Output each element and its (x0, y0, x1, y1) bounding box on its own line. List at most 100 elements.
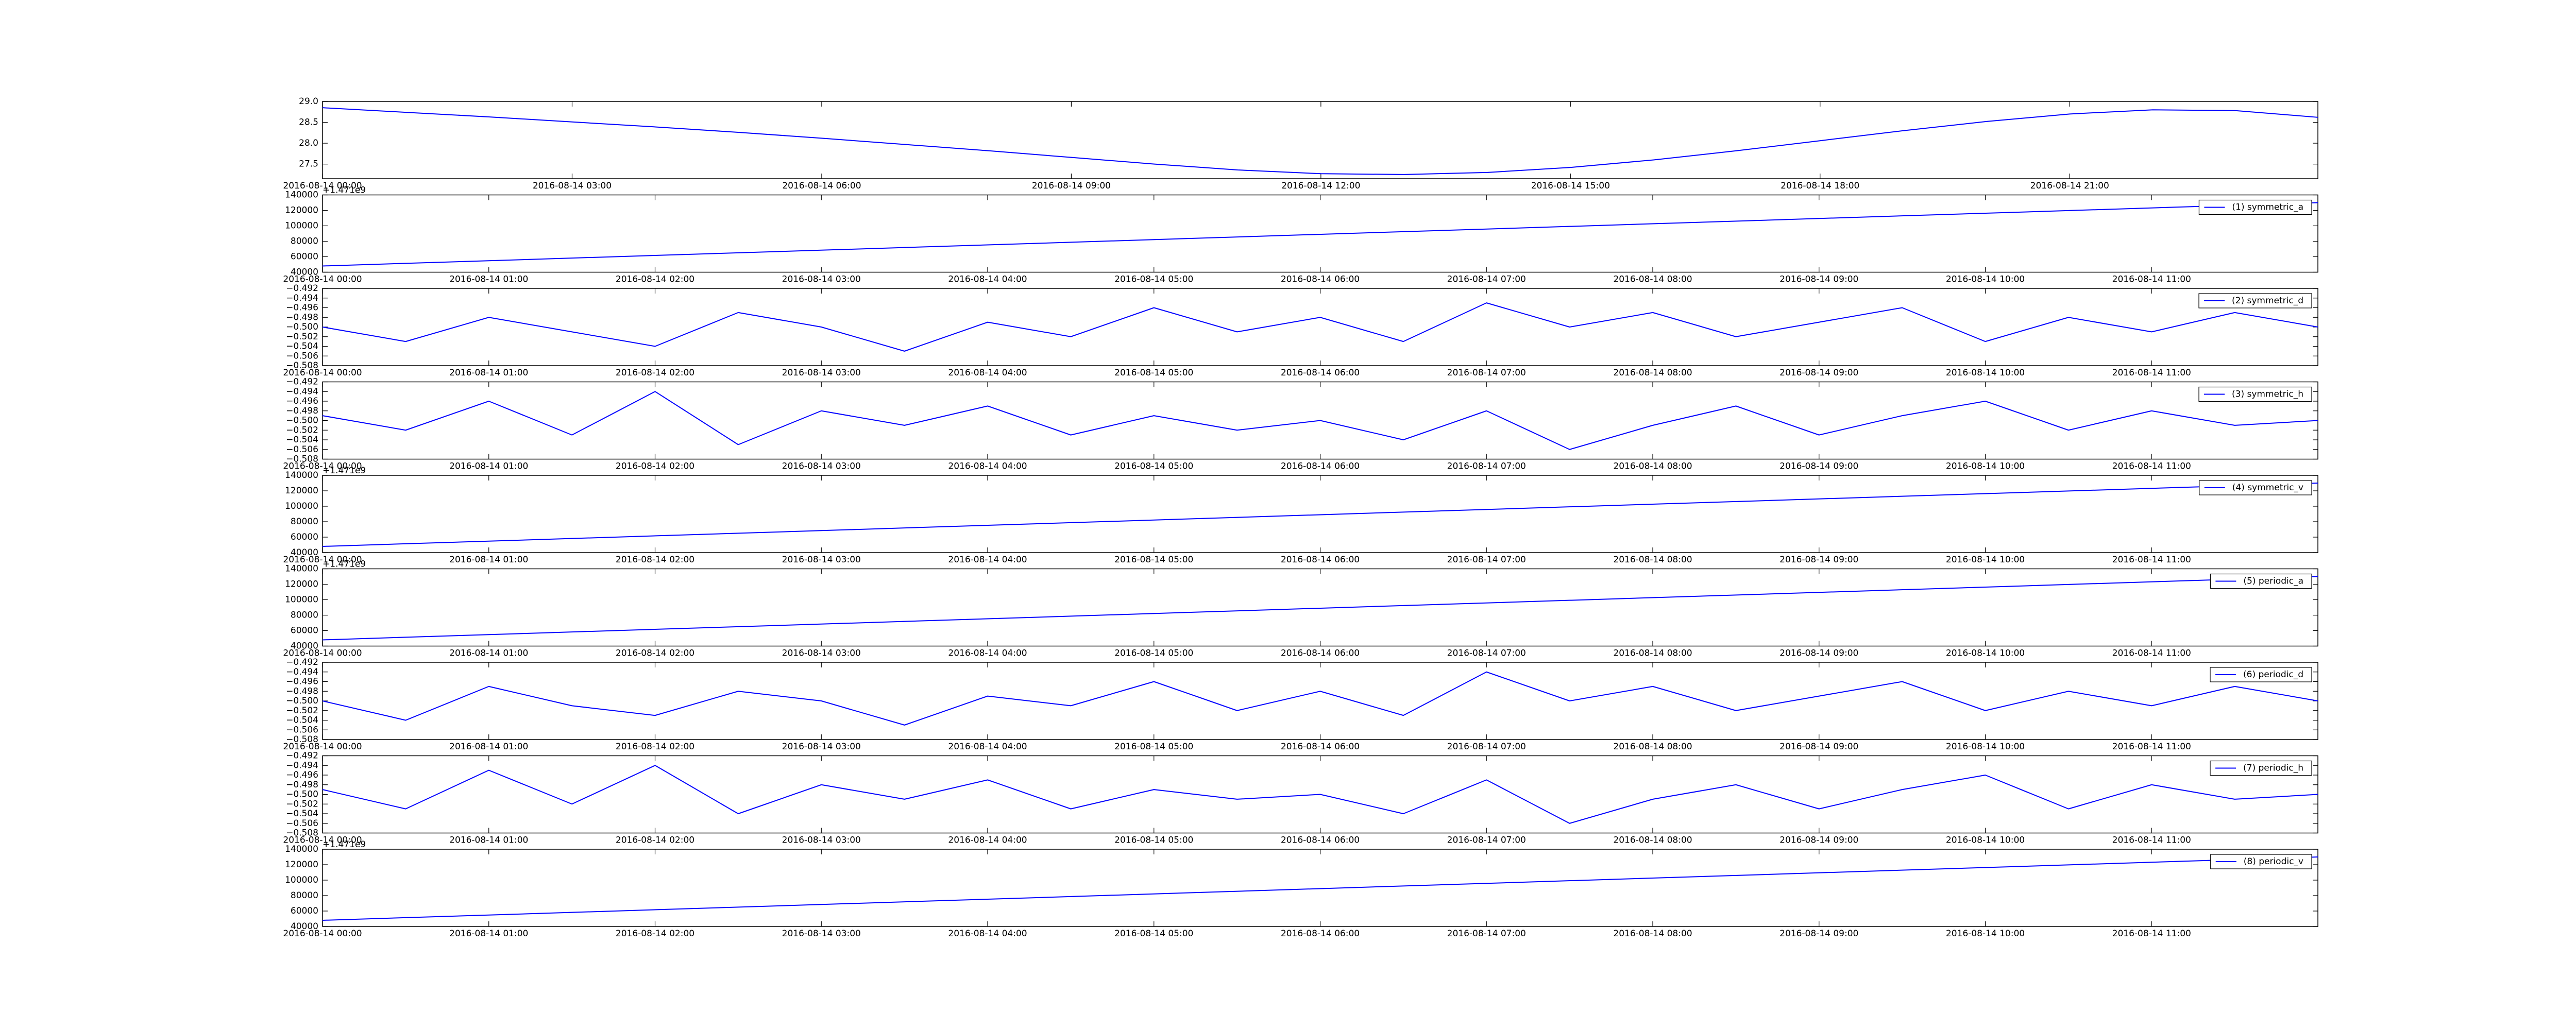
legend: (7) periodic_h (2210, 760, 2312, 776)
x-tick-label: 2016-08-14 06:00 (1281, 555, 1360, 565)
x-tick-label: 2016-08-14 06:00 (1281, 835, 1360, 846)
x-tick-label: 2016-08-14 09:00 (1780, 929, 1858, 939)
x-tick-label: 2016-08-14 01:00 (449, 274, 528, 285)
x-tick-label: 2016-08-14 09:00 (1780, 461, 1858, 472)
legend: (8) periodic_v (2210, 854, 2312, 869)
x-tick-label: 2016-08-14 01:00 (449, 742, 528, 752)
y-tick-label: −0.498 (286, 406, 318, 416)
x-tick-label: 2016-08-14 00:00 (283, 368, 362, 378)
legend-label: (7) periodic_h (2243, 763, 2303, 774)
y-tick-label: 29.0 (299, 96, 318, 107)
y-tick-label: 40000 (291, 267, 318, 278)
legend-label: (6) periodic_d (2243, 670, 2303, 680)
y-tick-label: −0.504 (286, 715, 318, 726)
subplot: −0.508−0.506−0.504−0.502−0.500−0.498−0.4… (283, 283, 2318, 378)
y-tick-label: −0.506 (286, 444, 318, 455)
y-tick-label: −0.494 (286, 293, 318, 303)
x-tick-label: 2016-08-14 02:00 (616, 274, 694, 285)
x-tick-label: 2016-08-14 07:00 (1447, 461, 1526, 472)
subplot: 40000 60000 80000 100000 120000 140000 2016-08… (283, 839, 2318, 939)
legend: (1) symmetric_a (2198, 199, 2312, 215)
x-tick-label: 2016-08-14 11:00 (2112, 274, 2191, 285)
y-tick-label: −0.494 (286, 386, 318, 397)
x-tick-label: 2016-08-14 05:00 (1114, 929, 1193, 939)
x-tick-label: 2016-08-14 11:00 (2112, 742, 2191, 752)
y-tick-label: −0.492 (286, 657, 318, 667)
x-tick-label: 2016-08-14 05:00 (1114, 555, 1193, 565)
y-tick-label: −0.506 (286, 818, 318, 829)
plot-frame (322, 194, 2318, 273)
x-tick-label: 2016-08-14 07:00 (1447, 648, 1526, 659)
y-tick-label: 60000 (291, 626, 318, 636)
x-tick-label: 2016-08-14 05:00 (1114, 648, 1193, 659)
y-tick-label: −0.502 (286, 332, 318, 342)
y-tick-label: −0.500 (286, 416, 318, 426)
x-tick-label: 2016-08-14 03:00 (782, 835, 861, 846)
plot-frame (322, 849, 2318, 927)
x-tick-label: 2016-08-14 08:00 (1613, 461, 1692, 472)
plot-frame (322, 475, 2318, 553)
legend: (2) symmetric_d (2198, 293, 2312, 308)
subplot: −0.508−0.506−0.504−0.502−0.500−0.498−0.4… (283, 751, 2318, 846)
x-tick-label: 2016-08-14 09:00 (1780, 835, 1858, 846)
x-tick-label: 2016-08-14 02:00 (616, 835, 694, 846)
y-tick-label: −0.502 (286, 799, 318, 809)
y-tick-label: 120000 (285, 486, 318, 496)
y-tick-label: −0.506 (286, 351, 318, 361)
x-tick-label: 2016-08-14 11:00 (2112, 929, 2191, 939)
plot-frame (322, 568, 2318, 647)
legend-label: (3) symmetric_h (2232, 389, 2303, 400)
x-tick-label: 2016-08-14 06:00 (1281, 648, 1360, 659)
y-tick-label: −0.500 (286, 322, 318, 332)
x-tick-label: 2016-08-14 02:00 (616, 368, 694, 378)
y-tick-label: 28.0 (299, 138, 318, 148)
y-tick-label: 100000 (285, 595, 318, 605)
x-tick-label: 2016-08-14 08:00 (1613, 368, 1692, 378)
x-tick-label: 2016-08-14 04:00 (948, 742, 1027, 752)
x-tick-label: 2016-08-14 07:00 (1447, 555, 1526, 565)
x-tick-label: 2016-08-14 09:00 (1032, 181, 1111, 191)
x-tick-label: 2016-08-14 00:00 (283, 461, 362, 472)
y-tick-label: 60000 (291, 906, 318, 916)
legend-label: (2) symmetric_d (2232, 296, 2303, 306)
x-tick-label: 2016-08-14 06:00 (1281, 929, 1360, 939)
subplot: 40000 60000 80000 100000 120000 140000 2016-08… (283, 559, 2318, 659)
plot-frame (322, 288, 2318, 366)
x-tick-label: 2016-08-14 05:00 (1114, 461, 1193, 472)
x-tick-label: 2016-08-14 18:00 (1781, 181, 1859, 191)
x-tick-label: 2016-08-14 10:00 (1946, 555, 2025, 565)
y-tick-label: 100000 (285, 221, 318, 231)
x-tick-label: 2016-08-14 00:00 (283, 555, 362, 565)
x-tick-label: 2016-08-14 05:00 (1114, 368, 1193, 378)
y-tick-label: 80000 (291, 517, 318, 527)
x-tick-label: 2016-08-14 00:00 (283, 929, 362, 939)
y-tick-label: −0.504 (286, 809, 318, 819)
x-tick-label: 2016-08-14 02:00 (616, 648, 694, 659)
x-tick-label: 2016-08-14 09:00 (1780, 274, 1858, 285)
y-tick-label: −0.498 (286, 312, 318, 322)
x-tick-label: 2016-08-14 04:00 (948, 835, 1027, 846)
y-tick-label: 27.5 (299, 159, 318, 169)
series-line (322, 856, 2318, 921)
x-tick-label: 2016-08-14 04:00 (948, 368, 1027, 378)
y-tick-label: −0.496 (286, 677, 318, 687)
legend-label: (4) symmetric_v (2232, 483, 2303, 493)
legend: (3) symmetric_h (2198, 386, 2312, 402)
y-tick-label: 120000 (285, 205, 318, 216)
x-tick-label: 2016-08-14 10:00 (1946, 929, 2025, 939)
x-tick-label: 2016-08-14 01:00 (449, 368, 528, 378)
x-tick-label: 2016-08-14 03:00 (782, 555, 861, 565)
legend: (6) periodic_d (2210, 667, 2312, 682)
y-tick-label: −0.494 (286, 760, 318, 770)
x-tick-label: 2016-08-14 03:00 (782, 461, 861, 472)
x-tick-label: 2016-08-14 08:00 (1613, 835, 1692, 846)
y-tick-label: 80000 (291, 610, 318, 621)
x-tick-label: 2016-08-14 10:00 (1946, 835, 2025, 846)
x-tick-label: 2016-08-14 02:00 (616, 555, 694, 565)
y-tick-label: −0.508 (286, 828, 318, 838)
x-tick-label: 2016-08-14 03:00 (533, 181, 612, 191)
x-tick-label: 2016-08-14 00:00 (283, 274, 362, 285)
x-tick-label: 2016-08-14 04:00 (948, 555, 1027, 565)
x-tick-label: 2016-08-14 15:00 (1531, 181, 1610, 191)
